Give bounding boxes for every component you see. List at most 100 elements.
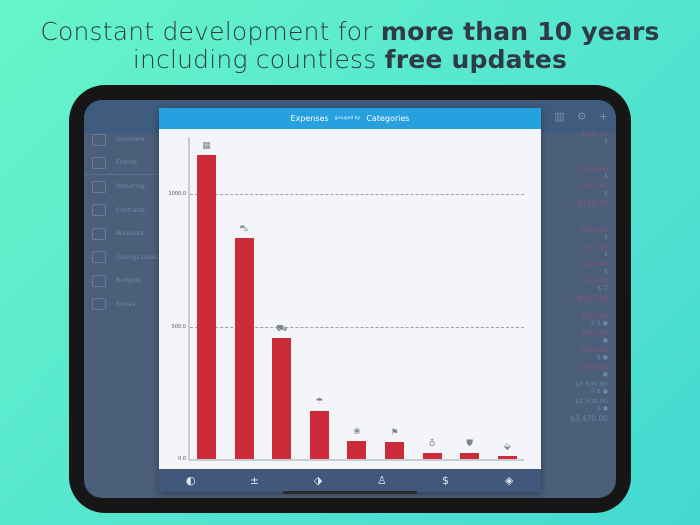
sidebar: Overview Entries Recurring Contracts Account… <box>84 128 159 316</box>
chart-modal: Expenses grouped by Categories 0.0 500.0 1… <box>159 108 541 492</box>
entry-amount[interactable]: - $350.00 <box>576 312 608 320</box>
gear-icon[interactable]: ⚙ <box>576 110 587 123</box>
entries-list: - $186.11 $ - $100.00 $ - $65.45 $ - $165.45- … <box>538 130 608 423</box>
sidebar-item-label: Contracts <box>116 206 145 214</box>
sidebar-item-accounts[interactable]: Accounts <box>84 222 159 246</box>
entry-amount[interactable]: - $23.00 <box>580 260 608 268</box>
contract-icon <box>92 204 106 217</box>
metric-selector[interactable]: Expenses <box>290 114 329 123</box>
entry-amount[interactable]: - $650.00 <box>576 329 608 337</box>
entry-amount[interactable]: - $186.11 <box>576 130 608 138</box>
bar-clothing[interactable] <box>460 452 480 459</box>
gridline <box>190 326 524 328</box>
bottom-tab-bar: ◐ ± ⬗ ♙ $ ◈ <box>159 469 541 492</box>
umbrella-icon: ☂ <box>315 397 324 408</box>
entry-meta: $ ● <box>597 405 608 412</box>
sidebar-item-savings-goals[interactable]: Savings Goals <box>84 246 159 270</box>
tag-icon[interactable]: ⬗ <box>313 474 323 487</box>
bar-misc[interactable] <box>497 456 517 459</box>
headline-text: Constant development for <box>40 17 381 46</box>
car-icon: ⛍ <box>239 223 249 234</box>
bar-baby[interactable] <box>422 452 442 459</box>
baby-icon: ♁ <box>428 438 436 449</box>
list-icon <box>92 156 106 169</box>
entry-amount[interactable]: - $11.00 <box>580 243 608 251</box>
entry-meta: $ <box>604 268 608 275</box>
entry-meta: $ <box>604 138 608 145</box>
headline-text: including countless <box>132 45 385 74</box>
bar-insurance[interactable] <box>309 411 329 459</box>
budget-icon <box>92 274 106 287</box>
pie-icon[interactable]: ◐ <box>186 474 196 487</box>
entry-meta: $ <box>604 173 608 180</box>
bar-car[interactable] <box>234 237 254 459</box>
sidebar-item-extras[interactable]: Extras <box>84 293 159 317</box>
entry-amount[interactable]: $2,500.00 <box>574 380 608 388</box>
headline-bold: free updates <box>384 45 568 74</box>
y-tick-label: 500.0 <box>171 323 186 330</box>
sidebar-item-label: Entries <box>116 159 137 167</box>
piggy-bank-icon <box>92 251 106 264</box>
headline-bold: more than 10 years <box>380 17 660 46</box>
entry-meta: $ <box>604 190 608 197</box>
bank-icon <box>92 227 106 240</box>
shirt-icon: ⛊ <box>466 438 474 449</box>
sidebar-item-label: Savings Goals <box>116 253 159 261</box>
x-axis <box>188 459 524 461</box>
entry-meta: ● <box>602 337 608 344</box>
entry-amount[interactable]: - $23.00 <box>580 277 608 285</box>
bar-leisure[interactable] <box>385 442 404 459</box>
entry-amount[interactable]: - $65.45 <box>580 182 608 190</box>
gridline <box>190 194 524 195</box>
entry-meta: ● <box>602 371 608 378</box>
home-icon <box>92 133 106 146</box>
sidebar-item-label: Recurring <box>116 183 145 191</box>
bar-housing[interactable] <box>197 155 216 459</box>
entry-amount[interactable]: - $500.00 <box>576 226 608 234</box>
shopping-icon: ⛟ <box>276 323 288 334</box>
sidebar-item-recurring[interactable]: Recurring <box>84 175 159 199</box>
paw-icon: ❀ <box>353 426 361 437</box>
sidebar-item-label: Overview <box>116 136 145 144</box>
entry-meta: ⚲ $ ● <box>590 388 608 395</box>
entry-amount[interactable]: - $350.00 <box>576 346 608 354</box>
sidebar-item-label: Extras <box>116 300 135 308</box>
building-icon: ▦ <box>202 141 211 152</box>
sidebar-item-contracts[interactable]: Contracts <box>84 199 159 223</box>
layers-icon[interactable]: ◈ <box>504 474 514 487</box>
entry-meta: ⚲ $ ● <box>590 320 608 327</box>
sidebar-item-budgets[interactable]: Budgets <box>84 269 159 293</box>
gear-icon <box>92 298 106 311</box>
bar-chart: 0.0 500.0 1000.0 ▦ ⛍ ⛟ ☂ ❀ ⚑ ♁ ⛊ ⬙ <box>159 129 541 469</box>
y-tick-label: 0.0 <box>178 456 186 462</box>
entry-amount[interactable]: $3,470.00 <box>569 414 608 423</box>
entry-meta: $ <box>604 251 608 258</box>
entry-amount[interactable]: - $165.45 <box>571 199 608 208</box>
tag-icon: ⬙ <box>503 442 511 453</box>
y-tick-label: 1000.0 <box>168 191 187 197</box>
entry-amount[interactable]: - $180.00 <box>576 363 608 371</box>
person-icon[interactable]: ♙ <box>376 474 387 487</box>
sidebar-item-entries[interactable]: Entries <box>84 152 159 175</box>
entry-amount[interactable]: - $100.00 <box>576 165 608 173</box>
sidebar-item-overview[interactable]: Overview <box>84 128 159 152</box>
bar-shopping[interactable] <box>272 337 292 459</box>
plus-minus-icon[interactable]: ± <box>249 474 260 487</box>
entry-meta: $ ⛉ <box>597 285 608 292</box>
promo-headline: Constant development for more than 10 ye… <box>0 18 700 74</box>
dollar-icon[interactable]: $ <box>441 474 449 487</box>
recurring-icon <box>92 180 106 193</box>
plus-icon[interactable]: + <box>598 110 608 123</box>
entry-meta: $ <box>604 234 608 241</box>
sidebar-item-label: Budgets <box>116 277 141 285</box>
top-toolbar: ▥ ⚙ + <box>555 110 609 123</box>
entry-amount[interactable]: - $557.00 <box>571 294 608 303</box>
grouping-selector[interactable]: Categories <box>366 114 410 123</box>
grouped-by-label: grouped by <box>334 116 361 121</box>
chart-icon[interactable]: ▥ <box>554 110 565 123</box>
home-indicator[interactable] <box>283 491 417 494</box>
golf-icon: ⚑ <box>390 428 399 439</box>
bar-pets[interactable] <box>347 440 367 459</box>
entry-meta: $ ● <box>597 354 608 361</box>
entry-amount[interactable]: $2,500.00 <box>574 397 608 405</box>
